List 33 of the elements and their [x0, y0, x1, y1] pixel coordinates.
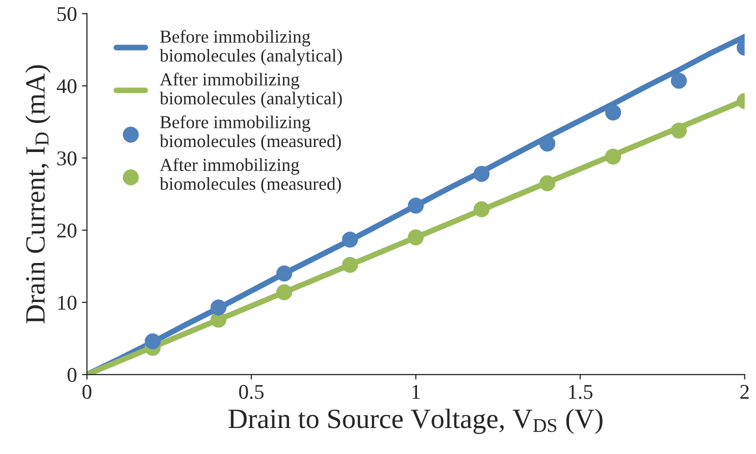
x-tick-label: 0.5: [239, 384, 264, 400]
point: [408, 198, 424, 214]
point: [474, 166, 490, 182]
y-tick-label: 0: [68, 368, 76, 382]
point: [670, 72, 687, 89]
point: [539, 136, 556, 152]
legend-label: After immobilizing biomolecules (measured): [160, 158, 341, 194]
point: [276, 284, 292, 300]
point: [474, 201, 490, 218]
x-tick-label: 2: [740, 384, 749, 399]
y-tick-label: 30: [57, 151, 76, 166]
y-tick-label: 40: [56, 79, 76, 94]
point: [276, 266, 292, 282]
point: [342, 232, 358, 248]
x-tick-label: 1: [412, 384, 420, 399]
point: [605, 148, 622, 165]
y-tick-label: 10: [58, 296, 76, 310]
y-axis-title: Drain Current, I$_{D}$ (mA): [25, 65, 50, 324]
x-tick-label: 0: [82, 384, 92, 399]
legend-label: After immobilizing biomolecules (analytical): [160, 72, 342, 108]
point: [605, 104, 622, 120]
point: [144, 333, 161, 350]
point: [670, 122, 687, 139]
point: [342, 256, 358, 273]
point: [408, 229, 424, 246]
legend-label: Before immobilizing biomolecules (measured): [160, 115, 341, 151]
x-tick-label: 1.5: [569, 384, 592, 400]
point: [539, 175, 556, 192]
legend-label: Before immobilizing biomolecules (analytical): [160, 30, 342, 66]
y-tick-label: 20: [57, 224, 76, 238]
x-axis-title: Drain to Source Voltage, V$_{DS}$ (V): [228, 408, 602, 434]
point: [210, 299, 226, 316]
y-tick-label: 50: [58, 6, 76, 22]
